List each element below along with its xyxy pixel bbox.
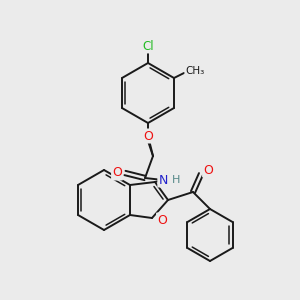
Text: Cl: Cl	[142, 40, 154, 52]
Text: CH₃: CH₃	[185, 66, 205, 76]
Text: H: H	[172, 175, 180, 185]
Text: O: O	[112, 167, 122, 179]
Text: O: O	[203, 164, 213, 176]
Text: O: O	[157, 214, 167, 226]
Text: N: N	[158, 173, 168, 187]
Text: O: O	[143, 130, 153, 142]
